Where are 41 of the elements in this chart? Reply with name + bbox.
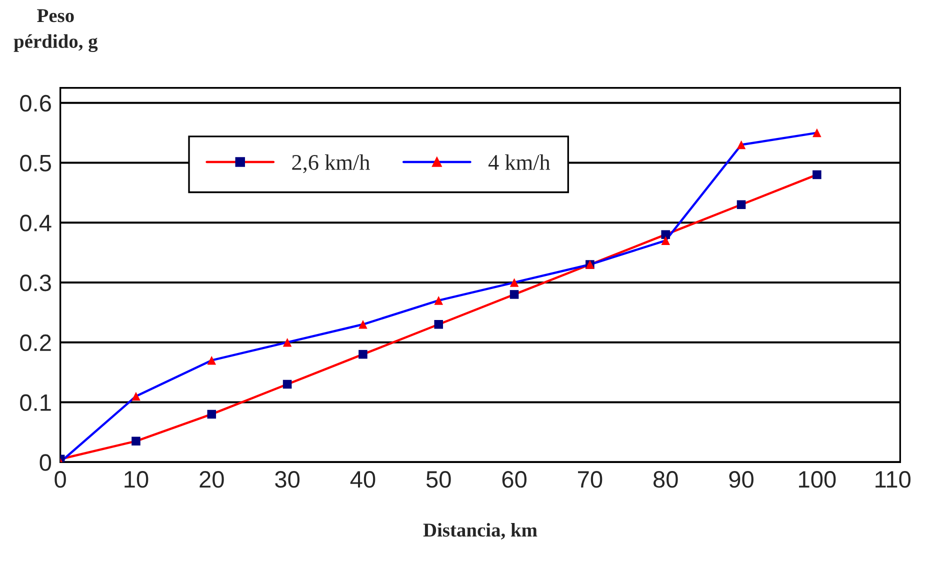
x-tick-label: 0 — [54, 471, 66, 488]
y-tick-label: 0.2 — [20, 334, 51, 352]
x-tick-label: 80 — [654, 471, 678, 488]
x-tick-label: 50 — [426, 471, 451, 488]
point — [434, 296, 444, 305]
point — [282, 338, 292, 347]
x-tick-label: 110 — [876, 471, 910, 488]
point — [661, 236, 670, 245]
point — [358, 350, 368, 359]
point — [282, 380, 292, 389]
y-tick-label: 0.5 — [20, 154, 51, 172]
x-axis-title: Distancia, km — [423, 523, 538, 540]
point — [736, 140, 746, 150]
point — [661, 230, 670, 239]
point — [132, 392, 140, 401]
y-axis-title: Peso pérdido, g — [14, 9, 98, 52]
point — [358, 320, 368, 329]
y-tick-label: 0.3 — [20, 274, 51, 292]
point — [132, 436, 140, 446]
point — [510, 290, 519, 299]
x-tick-label: 90 — [729, 471, 754, 488]
point — [812, 170, 822, 180]
y-tick-label: 0.1 — [20, 394, 51, 412]
legend-label: 4 km/h — [488, 154, 550, 170]
point — [812, 128, 822, 138]
x-tick-label: 60 — [502, 471, 526, 488]
point — [207, 356, 216, 365]
x-tick-label: 40 — [350, 471, 376, 488]
point — [510, 278, 519, 287]
legend-label: 2,6 km/h — [292, 154, 370, 174]
y-tick-label: 0.6 — [20, 94, 51, 112]
y-tick-label: 0.4 — [20, 214, 52, 232]
x-tick-label: 20 — [200, 471, 224, 488]
x-tick-label: 30 — [275, 471, 300, 488]
x-tick-label: 10 — [124, 471, 148, 488]
point — [434, 320, 444, 329]
x-tick-label: 100 — [799, 471, 836, 488]
x-tick-label: 70 — [578, 471, 602, 488]
point — [736, 200, 746, 210]
point — [207, 410, 216, 419]
y-tick-label: 0 — [40, 454, 52, 471]
